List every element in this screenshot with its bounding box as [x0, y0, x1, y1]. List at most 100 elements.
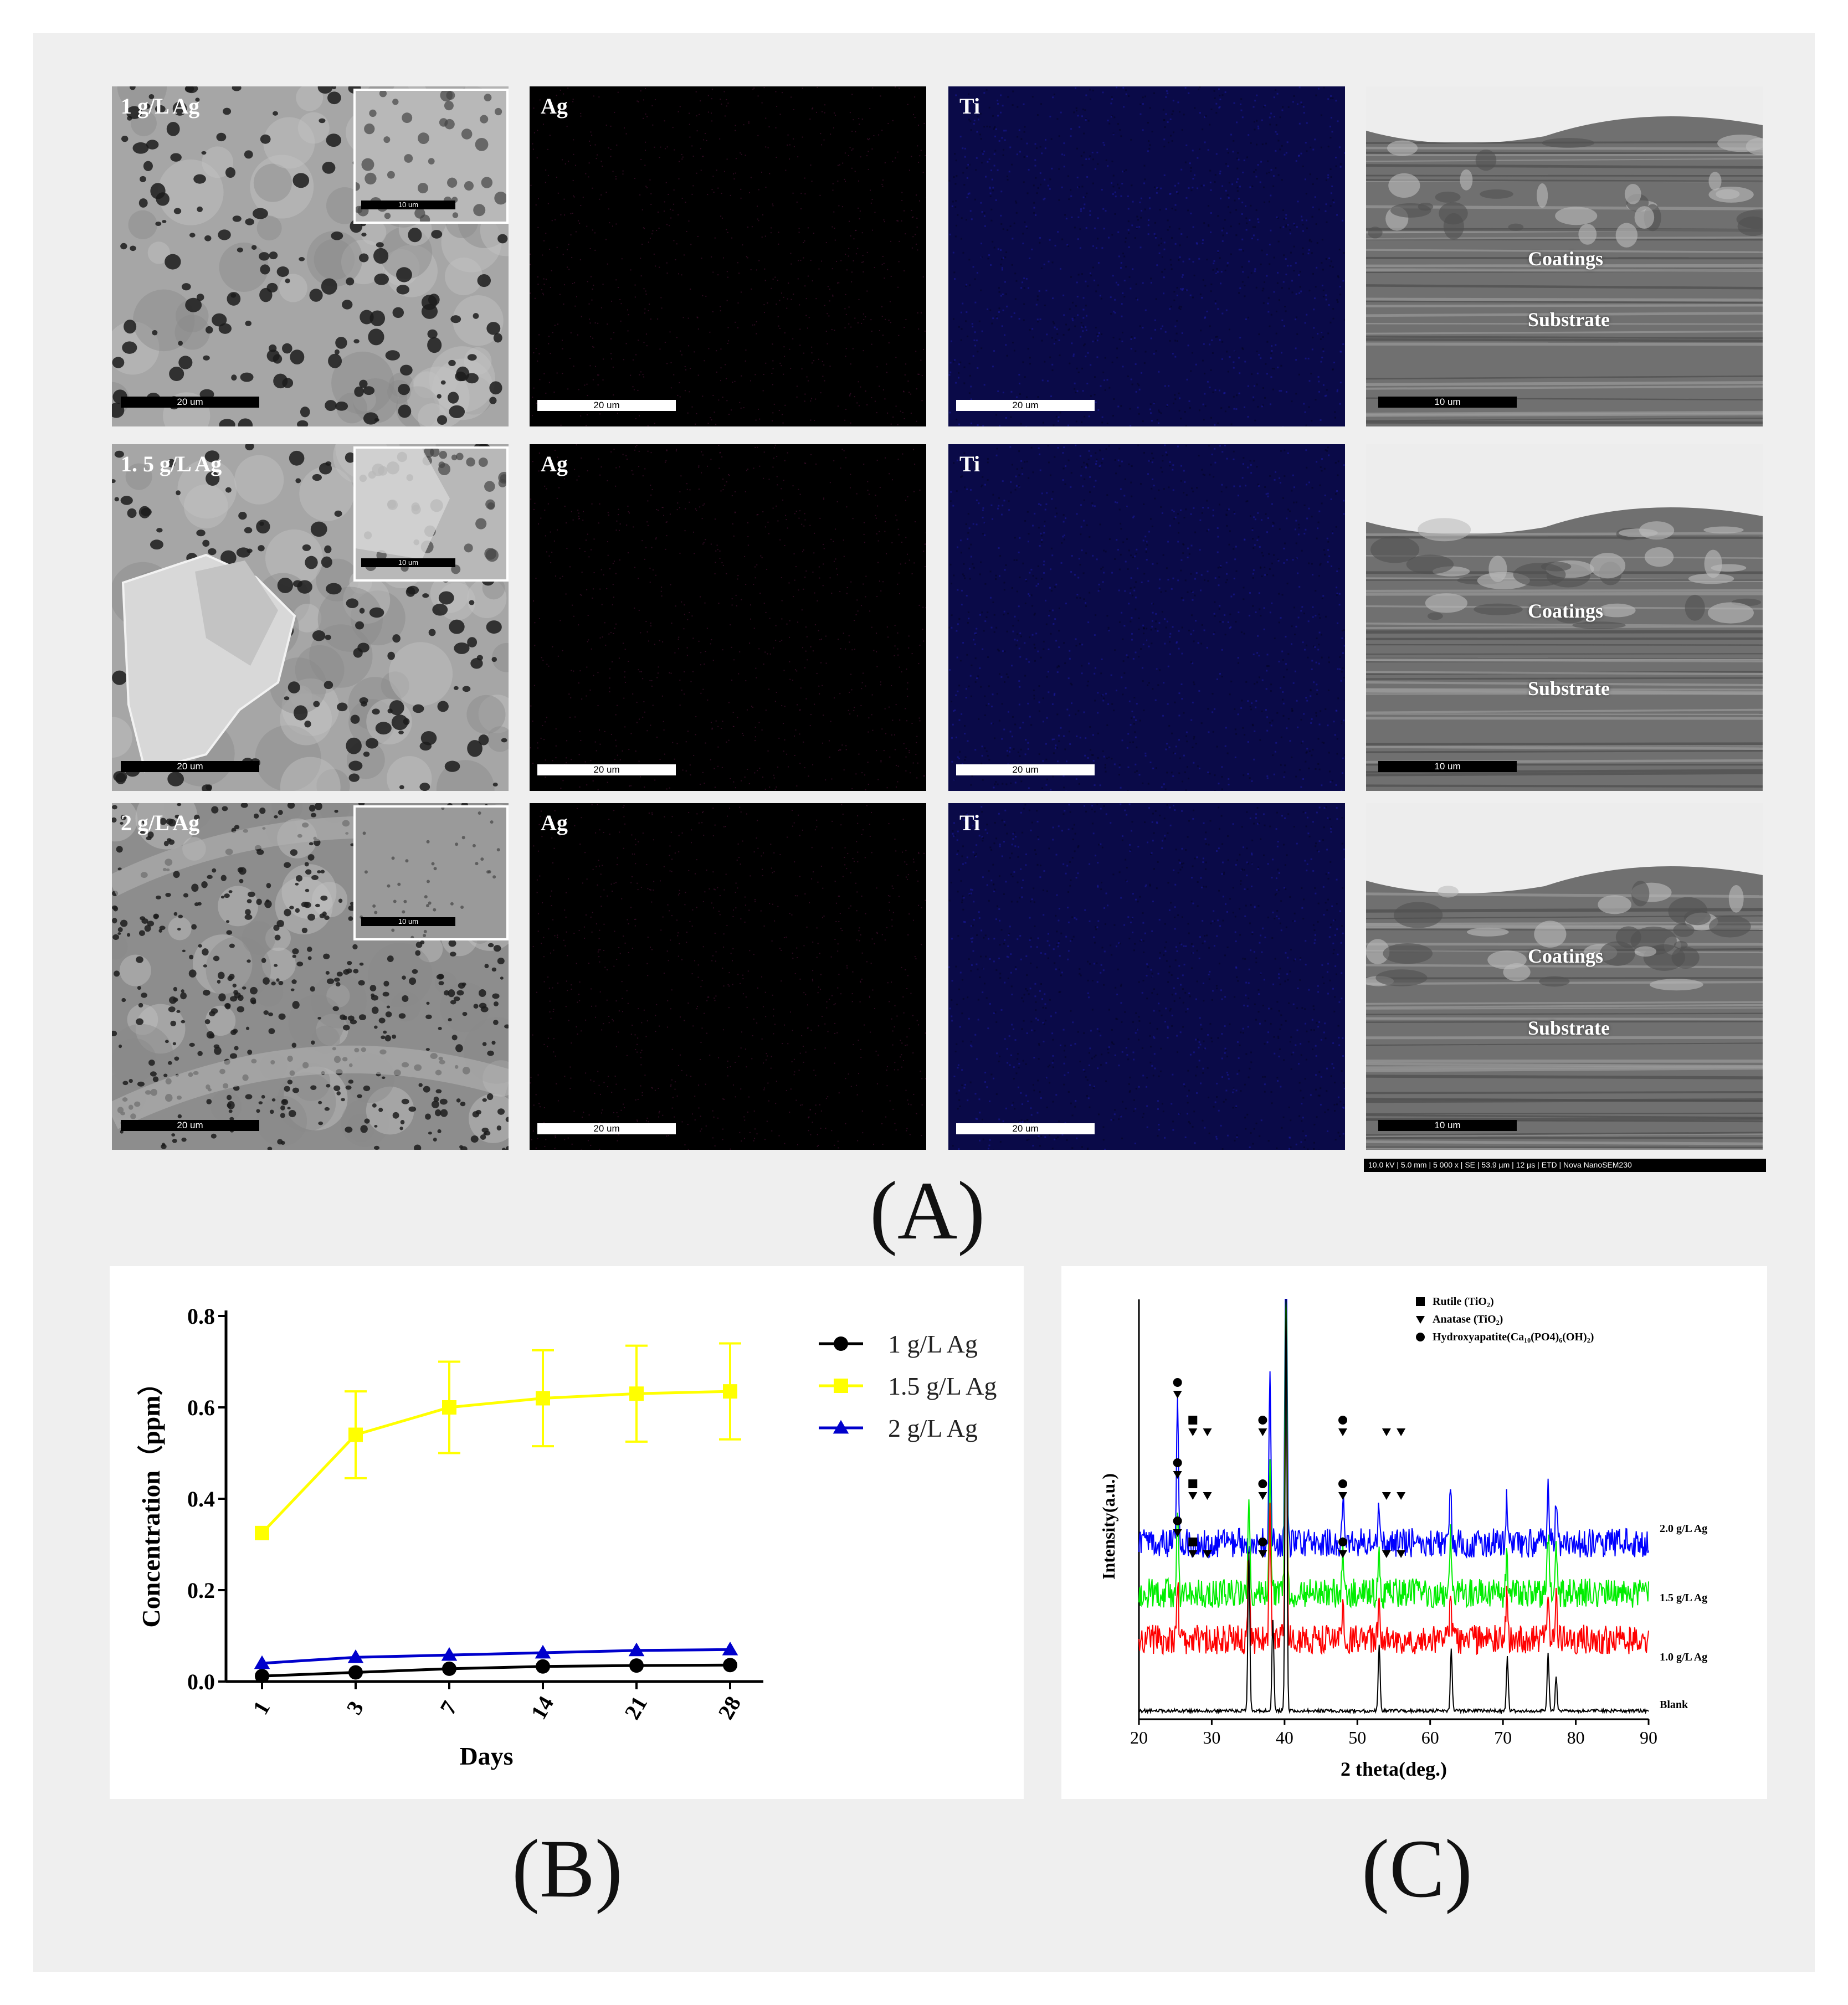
y-tick-label: 0.2: [187, 1578, 215, 1603]
scale-bar: 20 um: [537, 400, 676, 411]
data-point: [441, 1647, 458, 1661]
phase-marker: [1173, 1471, 1182, 1479]
data-point: [629, 1658, 644, 1673]
inset-micrograph: 10 um: [353, 805, 509, 940]
x-tick-label: 3: [341, 1696, 368, 1719]
x-tick-label: 28: [713, 1692, 746, 1724]
element-label-ag: Ag: [541, 451, 568, 476]
scale-bar: 20 um: [121, 1120, 259, 1131]
scale-bar: 20 um: [121, 397, 259, 408]
release-chart-svg: 0.0 0.2 0.4 0.6 0.8 1 3 7 14 21 28 Days Concentratio…: [137, 1304, 997, 1770]
series-label: 1.0 g/L Ag: [1660, 1651, 1707, 1663]
scale-bar: 20 um: [537, 1123, 676, 1134]
data-point: [442, 1400, 456, 1415]
ti-micrograph: [948, 803, 1345, 1150]
phase-marker: [1173, 1516, 1182, 1525]
legend-marker: [1416, 1316, 1425, 1324]
ti-image-row-3: Ti 20 um: [948, 803, 1345, 1150]
phase-marker: [1382, 1550, 1391, 1558]
xrd-trace: [1138, 1321, 1649, 1656]
phase-marker: [1173, 1529, 1182, 1537]
sample-label: 2 g/L Ag: [121, 810, 200, 835]
phase-marker: [1258, 1428, 1267, 1436]
element-label-ti: Ti: [959, 94, 981, 119]
ti-image-row-2: Ti 20 um: [948, 444, 1345, 791]
legend-marker: [1416, 1297, 1425, 1306]
substrate-label: Substrate: [1528, 309, 1610, 331]
cross-image-row-1: Coatings Substrate 10 um: [1366, 86, 1763, 426]
phase-marker: [1258, 1550, 1267, 1558]
data-point: [347, 1649, 364, 1663]
ti-image-row-1: Ti 20 um: [948, 86, 1345, 426]
element-label-ag: Ag: [541, 94, 568, 119]
x-tick-label: 20: [1130, 1728, 1148, 1747]
coatings-label: Coatings: [1528, 248, 1604, 270]
ag-micrograph: [530, 86, 926, 426]
legend-entry: 1.5 g/L Ag: [888, 1372, 997, 1400]
coatings-label: Coatings: [1528, 945, 1604, 967]
phase-marker: [1173, 1378, 1182, 1387]
phase-marker: [1258, 1492, 1267, 1500]
phase-marker: [1188, 1550, 1198, 1558]
cross-image-row-2: Coatings Substrate 10 um: [1366, 444, 1763, 791]
scale-bar: 20 um: [956, 764, 1095, 775]
phase-marker: [1173, 1458, 1182, 1467]
element-label-ti: Ti: [959, 451, 981, 476]
panel-b-caption: (B): [512, 1823, 623, 1915]
data-point: [255, 1669, 269, 1684]
phase-marker: [1397, 1550, 1406, 1558]
data-point: [834, 1336, 848, 1351]
data-point: [834, 1379, 848, 1393]
phase-marker: [1188, 1538, 1198, 1546]
phase-marker: [1338, 1550, 1347, 1558]
phase-marker: [1203, 1550, 1212, 1558]
phase-marker: [1203, 1428, 1212, 1436]
inset-micrograph: 10 um: [353, 446, 509, 582]
x-axis-label: 2 theta(deg.): [1341, 1758, 1447, 1780]
phase-marker: [1188, 1479, 1198, 1488]
scale-bar: 20 um: [956, 1123, 1095, 1134]
x-tick-label: 30: [1203, 1728, 1220, 1747]
legend-entry: 1 g/L Ag: [888, 1330, 978, 1358]
element-label-ti: Ti: [959, 810, 981, 835]
panel-a-caption: (A): [870, 1165, 985, 1257]
sample-label: 1. 5 g/L Ag: [121, 451, 222, 476]
phase-marker: [1188, 1492, 1198, 1500]
cross-micrograph: [1366, 444, 1763, 791]
ag-micrograph: [530, 444, 926, 791]
phase-marker: [1188, 1416, 1198, 1425]
legend-entry: 2 g/L Ag: [888, 1414, 978, 1442]
y-tick-label: 0.6: [187, 1395, 215, 1420]
data-point: [442, 1661, 456, 1676]
data-point: [723, 1658, 737, 1673]
sem-image-row-3: 10 um 2 g/L Ag 20 um: [112, 803, 509, 1150]
coatings-label: Coatings: [1528, 600, 1604, 622]
sem-image-row-2: 10 um 1. 5 g/L Ag 20 um: [112, 444, 509, 791]
data-point: [535, 1644, 551, 1659]
scale-bar: 20 um: [121, 761, 259, 772]
x-tick-label: 1: [248, 1696, 275, 1719]
legend-marker: [1416, 1333, 1425, 1341]
phase-marker: [1382, 1428, 1391, 1436]
x-tick-label: 50: [1348, 1728, 1366, 1747]
data-point: [722, 1641, 738, 1656]
ti-micrograph: [948, 444, 1345, 791]
phase-marker: [1397, 1492, 1406, 1500]
panel-c-chart: 20 30 40 50 60 70 80 90 2 theta(deg.) Intensity(a…: [1061, 1266, 1767, 1799]
phase-marker: [1173, 1391, 1182, 1399]
sem-info-bar: 10.0 kV | 5.0 mm | 5 000 x | SE | 53.9 µ…: [1364, 1159, 1766, 1172]
data-point: [255, 1525, 269, 1540]
scale-bar: 10 um: [1378, 761, 1517, 772]
x-tick-label: 14: [526, 1692, 558, 1724]
x-axis-label: Days: [459, 1742, 513, 1770]
scale-bar: 10 um: [1378, 397, 1517, 408]
data-point: [536, 1659, 550, 1674]
sample-label: 1 g/L Ag: [121, 94, 200, 119]
phase-marker: [1338, 1428, 1347, 1436]
xrd-trace: [1138, 1299, 1649, 1559]
series-line: [261, 1663, 731, 1678]
inset-scale-bar: 10 um: [361, 917, 455, 926]
legend-entry: Anatase (TiO₂): [1433, 1313, 1503, 1325]
x-tick-label: 60: [1421, 1728, 1439, 1747]
x-tick-label: 21: [619, 1692, 652, 1724]
